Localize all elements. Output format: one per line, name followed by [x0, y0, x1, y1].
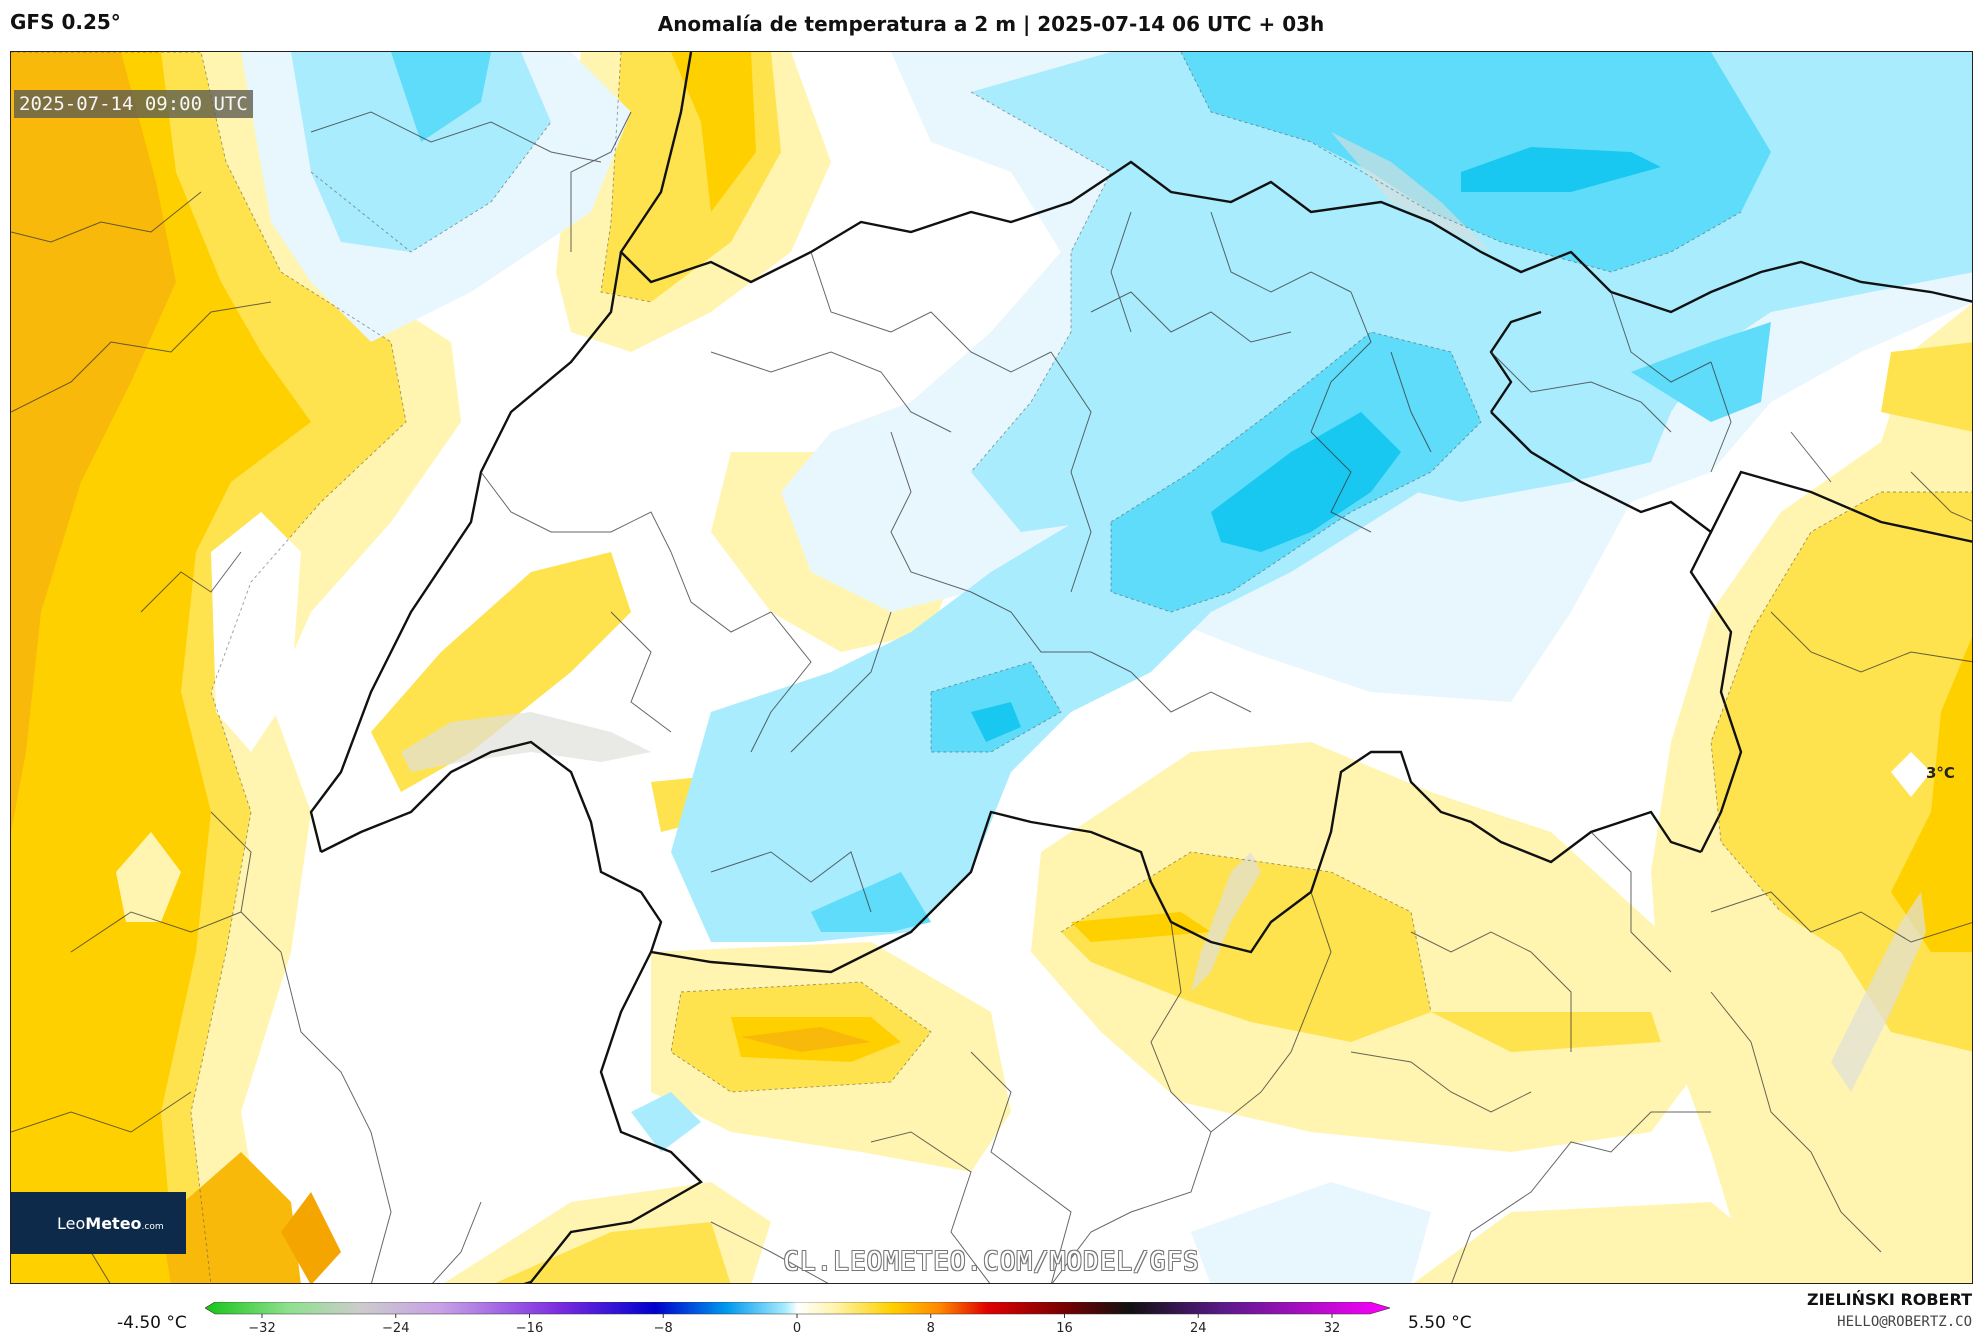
country-borders: [309, 52, 1972, 1283]
leometeo-logo: LeoMeteo.com: [11, 1192, 186, 1254]
warm-southwest-deep: [161, 1152, 301, 1283]
colorbar: −32 −24 −16 −8 0 8 16 24 32: [205, 1302, 1390, 1336]
anomaly-contours: [11, 52, 1972, 1283]
cold-northeast-strong: [1181, 52, 1771, 272]
colorbar-tick-label: 32: [1324, 1321, 1341, 1336]
max-value-label: 3°C: [1926, 764, 1955, 782]
cold-band-strong: [1211, 412, 1401, 552]
author-email[interactable]: HELLO@ROBERTZ.CO: [1837, 1314, 1972, 1330]
logo-name-bold: Meteo: [85, 1213, 142, 1233]
map-canvas: [11, 52, 1972, 1283]
warm-southeast-mid: [1061, 852, 1431, 1042]
white-pocket-west: [211, 512, 301, 752]
temperature-anomaly-map[interactable]: 2025-07-14 09:00 UTC LeoMeteo.com 3°C CL…: [10, 51, 1973, 1284]
valid-time-label: 2025-07-14 09:00 UTC: [14, 90, 253, 118]
colorbar-tick-label: 8: [927, 1321, 935, 1336]
lake-como: [1191, 852, 1261, 992]
colorbar-tick-label: −32: [248, 1321, 275, 1336]
author-credit: ZIELIŃSKI ROBERT: [1806, 1290, 1972, 1309]
lake-bodensee: [1331, 132, 1491, 252]
colorbar-tick-label: −8: [654, 1321, 673, 1336]
map-title: Anomalía de temperatura a 2 m | 2025-07-…: [657, 12, 1325, 36]
colorbar-min-label: -4.50 °C: [117, 1313, 187, 1333]
warm-west-deep: [11, 52, 176, 832]
lake-geneva: [401, 712, 651, 772]
lake-garda: [1831, 892, 1926, 1092]
regional-borders: [11, 111, 1972, 1283]
model-label: GFS 0.25°: [10, 10, 121, 34]
logo-suffix: .com: [141, 1221, 164, 1232]
colorbar-tick-label: −16: [516, 1321, 543, 1336]
logo-name-light: Leo: [57, 1213, 86, 1233]
colorbar-tick-label: 16: [1056, 1321, 1073, 1336]
warm-north-strong: [671, 52, 756, 212]
colorbar-tick-label: 24: [1190, 1321, 1207, 1336]
colorbar-tick-label: 0: [793, 1321, 801, 1336]
warm-east-strong: [1891, 636, 1972, 952]
cold-north-mid: [291, 52, 551, 252]
colorbar-max-label: 5.50 °C: [1408, 1313, 1472, 1333]
colorbar-tick-label: −24: [382, 1321, 409, 1336]
watermark: CL.LEOMETEO.COM/MODEL/GFS: [783, 1247, 1200, 1277]
